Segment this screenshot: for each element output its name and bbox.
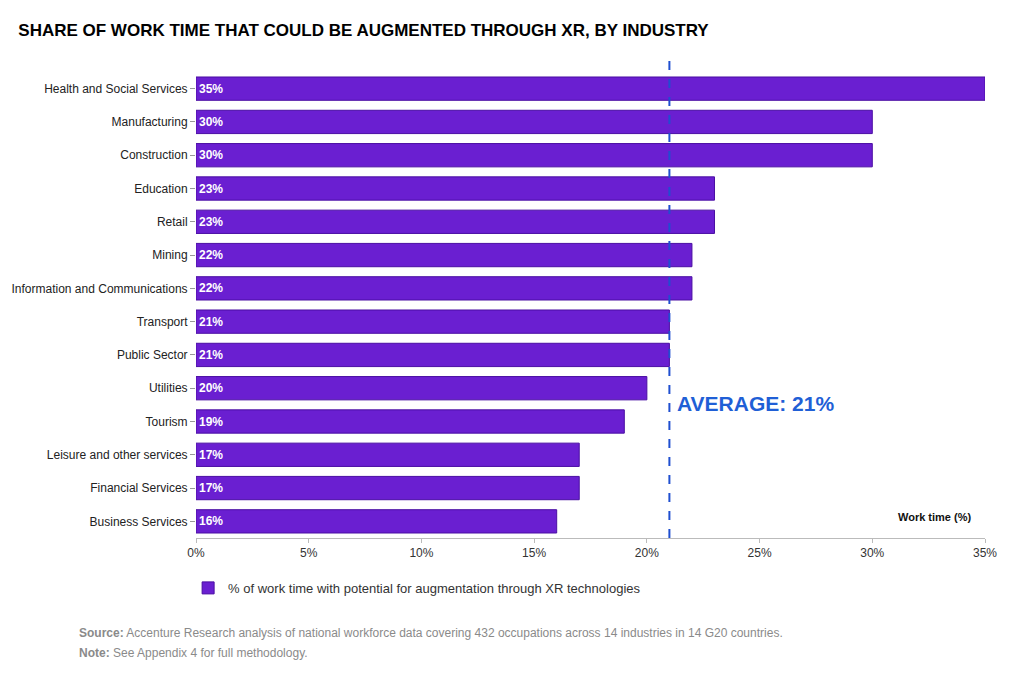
svg-text:35%: 35%: [199, 82, 223, 96]
svg-text:21%: 21%: [199, 348, 223, 362]
svg-text:20%: 20%: [635, 546, 659, 560]
svg-text:Source: Accenture Research ana: Source: Accenture Research analysis of n…: [79, 626, 783, 640]
svg-text:Note: See Appendix 4 for full: Note: See Appendix 4 for full methodolog…: [79, 646, 308, 660]
svg-text:5%: 5%: [300, 546, 318, 560]
svg-text:AVERAGE: 21%: AVERAGE: 21%: [677, 392, 834, 415]
svg-text:10%: 10%: [409, 546, 433, 560]
svg-text:30%: 30%: [860, 546, 884, 560]
svg-text:Business Services: Business Services: [90, 515, 188, 529]
svg-text:Public Sector: Public Sector: [117, 348, 188, 362]
svg-text:30%: 30%: [199, 115, 223, 129]
svg-text:23%: 23%: [199, 182, 223, 196]
svg-text:30%: 30%: [199, 148, 223, 162]
svg-text:Financial Services: Financial Services: [90, 481, 187, 495]
svg-text:35%: 35%: [973, 546, 997, 560]
svg-text:15%: 15%: [522, 546, 546, 560]
svg-text:17%: 17%: [199, 448, 223, 462]
svg-text:Health and Social Services: Health and Social Services: [44, 82, 187, 96]
svg-text:0%: 0%: [187, 546, 205, 560]
svg-text:Manufacturing: Manufacturing: [112, 115, 188, 129]
svg-text:Education: Education: [134, 182, 187, 196]
svg-text:Retail: Retail: [157, 215, 188, 229]
svg-text:17%: 17%: [199, 481, 223, 495]
svg-text:Construction: Construction: [120, 148, 187, 162]
svg-text:23%: 23%: [199, 215, 223, 229]
svg-text:SHARE OF WORK TIME THAT COULD: SHARE OF WORK TIME THAT COULD BE AUGMENT…: [18, 21, 709, 40]
svg-text:25%: 25%: [748, 546, 772, 560]
svg-text:19%: 19%: [199, 415, 223, 429]
svg-text:Work time (%): Work time (%): [898, 511, 971, 523]
svg-text:22%: 22%: [199, 248, 223, 262]
svg-text:16%: 16%: [199, 514, 223, 528]
svg-text:Utilities: Utilities: [149, 381, 188, 395]
svg-text:Information and Communications: Information and Communications: [12, 282, 188, 296]
svg-text:22%: 22%: [199, 281, 223, 295]
svg-text:Tourism: Tourism: [146, 415, 188, 429]
svg-text:Leisure and other services: Leisure and other services: [47, 448, 188, 462]
svg-text:% of work time with potential: % of work time with potential for augmen…: [228, 581, 640, 596]
svg-text:21%: 21%: [199, 315, 223, 329]
svg-text:20%: 20%: [199, 381, 223, 395]
svg-text:Mining: Mining: [152, 248, 187, 262]
svg-text:Transport: Transport: [137, 315, 189, 329]
